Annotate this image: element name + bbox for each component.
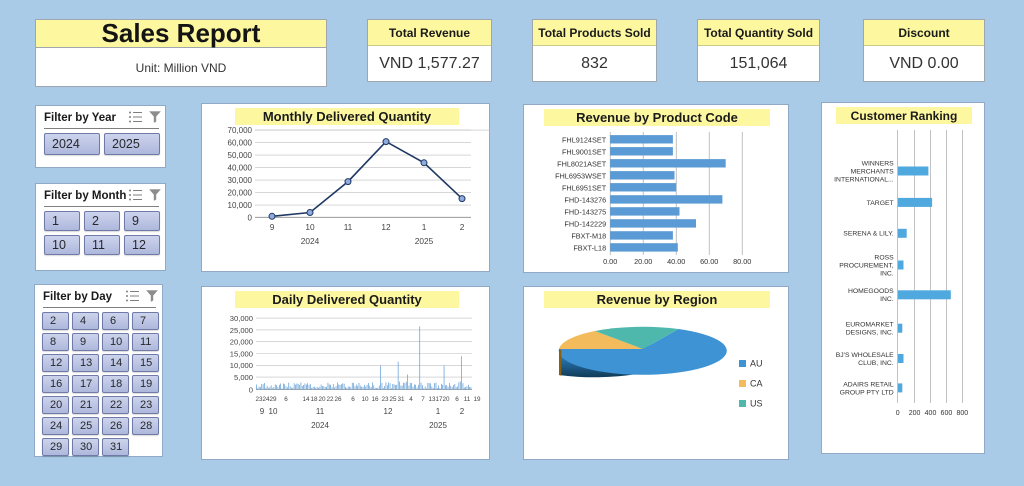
- svg-text:WINNERS: WINNERS: [862, 160, 895, 167]
- svg-text:12: 12: [384, 407, 393, 416]
- svg-text:EUROMARKET: EUROMARKET: [846, 322, 894, 329]
- svg-text:5,000: 5,000: [234, 373, 253, 382]
- svg-text:40.00: 40.00: [667, 257, 685, 266]
- svg-text:11: 11: [316, 407, 325, 416]
- svg-text:6: 6: [455, 396, 459, 403]
- svg-text:2025: 2025: [429, 421, 447, 430]
- svg-text:9: 9: [260, 407, 265, 416]
- svg-text:6: 6: [284, 396, 288, 403]
- svg-text:12: 12: [381, 222, 391, 232]
- svg-text:SERENA & LILY.: SERENA & LILY.: [843, 231, 893, 238]
- svg-text:FHD-143276: FHD-143276: [564, 195, 606, 204]
- svg-text:0.00: 0.00: [603, 257, 617, 266]
- svg-text:11: 11: [344, 222, 353, 232]
- svg-text:22: 22: [326, 396, 334, 403]
- svg-text:2024: 2024: [311, 421, 329, 430]
- svg-text:14: 14: [302, 396, 310, 403]
- svg-text:FHD-143275: FHD-143275: [564, 207, 606, 216]
- svg-text:GROUP PTY LTD: GROUP PTY LTD: [840, 389, 894, 396]
- svg-text:10: 10: [269, 407, 278, 416]
- svg-text:26: 26: [334, 396, 342, 403]
- svg-text:10,000: 10,000: [228, 201, 253, 210]
- svg-text:HOMEGOODS: HOMEGOODS: [848, 288, 894, 295]
- svg-text:400: 400: [925, 410, 937, 417]
- svg-text:20.00: 20.00: [634, 257, 652, 266]
- svg-text:60.00: 60.00: [700, 257, 718, 266]
- svg-text:CLUB, INC.: CLUB, INC.: [858, 360, 894, 367]
- svg-text:FHL8021ASET: FHL8021ASET: [557, 159, 607, 168]
- svg-text:0: 0: [248, 213, 253, 222]
- svg-text:200: 200: [909, 410, 921, 417]
- svg-text:4: 4: [409, 396, 413, 403]
- svg-text:80.00: 80.00: [733, 257, 751, 266]
- svg-text:20: 20: [442, 396, 450, 403]
- svg-text:DESIGNS, INC.: DESIGNS, INC.: [846, 330, 894, 337]
- svg-text:23: 23: [381, 396, 389, 403]
- svg-text:10: 10: [305, 222, 315, 232]
- svg-text:2: 2: [460, 407, 465, 416]
- svg-text:29: 29: [269, 396, 277, 403]
- svg-text:FHL6953WSET: FHL6953WSET: [555, 171, 607, 180]
- svg-text:CA: CA: [750, 379, 763, 389]
- svg-text:INTERNATIONAL...: INTERNATIONAL...: [834, 176, 894, 183]
- svg-text:600: 600: [941, 410, 953, 417]
- svg-text:FBXT-L18: FBXT-L18: [573, 243, 606, 252]
- svg-text:6: 6: [351, 396, 355, 403]
- svg-text:MERCHANTS: MERCHANTS: [851, 168, 895, 175]
- svg-text:19: 19: [473, 396, 481, 403]
- svg-text:25,000: 25,000: [230, 326, 253, 335]
- svg-text:2024: 2024: [301, 236, 320, 246]
- svg-text:25: 25: [389, 396, 397, 403]
- svg-text:BJ'S WHOLESALE: BJ'S WHOLESALE: [836, 352, 894, 359]
- svg-text:60,000: 60,000: [228, 139, 253, 148]
- svg-text:TARGET: TARGET: [867, 200, 894, 207]
- svg-text:20,000: 20,000: [230, 338, 253, 347]
- svg-text:7: 7: [421, 396, 425, 403]
- svg-text:18: 18: [310, 396, 318, 403]
- svg-text:FHL9001SET: FHL9001SET: [562, 147, 607, 156]
- svg-text:30,000: 30,000: [228, 176, 253, 185]
- svg-text:0: 0: [249, 386, 253, 395]
- svg-text:10,000: 10,000: [230, 361, 253, 370]
- svg-text:2: 2: [460, 222, 465, 232]
- svg-text:FHL9124SET: FHL9124SET: [562, 135, 607, 144]
- svg-text:ADAIRS RETAIL: ADAIRS RETAIL: [843, 381, 894, 388]
- svg-text:FBXT-M18: FBXT-M18: [571, 231, 606, 240]
- svg-text:20,000: 20,000: [228, 189, 253, 198]
- svg-text:1: 1: [422, 222, 427, 232]
- svg-text:ROSS: ROSS: [874, 254, 894, 261]
- svg-text:9: 9: [270, 222, 275, 232]
- svg-text:30,000: 30,000: [230, 314, 253, 323]
- svg-text:70,000: 70,000: [228, 126, 253, 135]
- svg-text:20: 20: [318, 396, 326, 403]
- svg-text:31: 31: [397, 396, 405, 403]
- svg-text:FHL6951SET: FHL6951SET: [562, 183, 607, 192]
- svg-text:1: 1: [436, 407, 441, 416]
- svg-text:INC.: INC.: [880, 270, 894, 277]
- svg-text:2025: 2025: [415, 236, 434, 246]
- svg-text:PROCUREMENT,: PROCUREMENT,: [839, 262, 893, 269]
- svg-text:10: 10: [361, 396, 369, 403]
- svg-text:50,000: 50,000: [228, 151, 253, 160]
- svg-text:INC.: INC.: [880, 296, 894, 303]
- svg-text:US: US: [750, 399, 763, 409]
- svg-text:0: 0: [896, 410, 900, 417]
- svg-text:11: 11: [464, 396, 471, 403]
- svg-text:FHD-142229: FHD-142229: [564, 219, 606, 228]
- svg-text:800: 800: [956, 410, 968, 417]
- svg-text:40,000: 40,000: [228, 164, 253, 173]
- svg-text:16: 16: [371, 396, 379, 403]
- svg-text:AU: AU: [750, 359, 763, 369]
- svg-text:15,000: 15,000: [230, 349, 253, 358]
